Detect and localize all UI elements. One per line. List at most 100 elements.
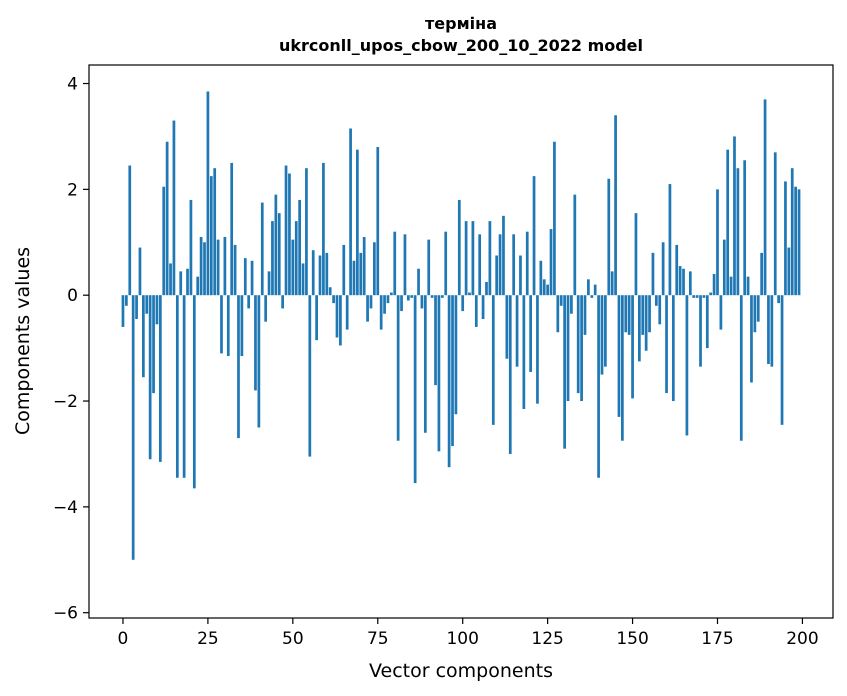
bar bbox=[342, 244, 346, 296]
bar bbox=[638, 295, 641, 362]
bar bbox=[767, 295, 770, 364]
bar bbox=[260, 202, 264, 296]
bar bbox=[614, 115, 617, 296]
bar bbox=[247, 295, 251, 309]
bar bbox=[152, 295, 155, 394]
bar bbox=[570, 295, 573, 314]
bar bbox=[427, 239, 431, 296]
bar bbox=[576, 295, 580, 394]
bar bbox=[580, 295, 583, 402]
bar bbox=[172, 120, 176, 296]
bar bbox=[175, 295, 179, 478]
bar bbox=[434, 295, 437, 386]
bar bbox=[277, 213, 281, 296]
bar bbox=[661, 242, 665, 296]
bar bbox=[383, 295, 386, 314]
bar bbox=[593, 284, 597, 296]
bar bbox=[369, 295, 373, 309]
y-tick-label: 0 bbox=[67, 286, 78, 306]
bar bbox=[770, 295, 774, 367]
bar bbox=[797, 189, 801, 296]
bar bbox=[230, 162, 234, 296]
bar bbox=[308, 295, 312, 457]
bar bbox=[733, 136, 736, 296]
y-tick-label: 4 bbox=[67, 75, 78, 95]
bar bbox=[705, 295, 709, 349]
bar bbox=[182, 295, 186, 478]
bar bbox=[155, 295, 159, 325]
bar bbox=[743, 160, 747, 296]
bar bbox=[512, 234, 516, 296]
bar bbox=[722, 239, 726, 296]
y-axis-ticks: −6 −4 −2 0 2 4 bbox=[53, 75, 89, 624]
bar bbox=[169, 263, 172, 296]
bar bbox=[729, 276, 733, 296]
bar bbox=[192, 295, 196, 489]
bar-series bbox=[121, 91, 801, 560]
bar bbox=[699, 295, 702, 367]
bar bbox=[206, 91, 210, 296]
bar bbox=[158, 295, 162, 462]
bar bbox=[301, 263, 305, 296]
bar bbox=[746, 276, 750, 296]
bar bbox=[553, 141, 556, 296]
bar bbox=[702, 295, 706, 298]
y-tick-label: −4 bbox=[53, 498, 78, 518]
bar bbox=[468, 292, 471, 296]
bar bbox=[440, 295, 444, 298]
bar bbox=[668, 184, 672, 296]
bar bbox=[485, 281, 488, 296]
bar bbox=[461, 295, 465, 312]
bar bbox=[406, 295, 410, 301]
bar bbox=[556, 295, 560, 333]
bar bbox=[237, 295, 240, 439]
bar bbox=[209, 176, 213, 296]
bar bbox=[736, 168, 740, 296]
bar bbox=[536, 295, 539, 404]
bar bbox=[675, 244, 679, 296]
bar bbox=[240, 295, 244, 357]
x-tick-label: 175 bbox=[701, 629, 733, 649]
bar bbox=[478, 234, 482, 296]
bar bbox=[457, 199, 461, 296]
chart-title-line-1: терміна bbox=[425, 14, 497, 33]
bar bbox=[678, 266, 682, 296]
bar bbox=[294, 221, 298, 296]
bar bbox=[356, 149, 359, 296]
bar bbox=[451, 295, 454, 447]
bar bbox=[233, 244, 237, 296]
bar bbox=[162, 186, 166, 296]
bar bbox=[716, 189, 719, 296]
bar bbox=[291, 239, 295, 296]
bar bbox=[131, 295, 135, 560]
bar bbox=[403, 234, 407, 296]
bar bbox=[396, 295, 400, 441]
bar bbox=[515, 295, 519, 367]
bar bbox=[423, 295, 427, 433]
bar bbox=[223, 236, 227, 296]
bar bbox=[491, 295, 495, 425]
x-axis-label: Vector components bbox=[369, 660, 553, 682]
bar bbox=[695, 295, 699, 298]
bar bbox=[359, 252, 363, 296]
bar bbox=[787, 247, 791, 296]
bar bbox=[281, 295, 284, 309]
bar bbox=[474, 295, 478, 327]
bar bbox=[284, 165, 288, 296]
bar bbox=[682, 268, 685, 296]
bar bbox=[529, 295, 532, 372]
bar bbox=[600, 295, 604, 375]
bar bbox=[243, 258, 247, 296]
bar bbox=[145, 295, 149, 314]
bar bbox=[454, 295, 458, 415]
bar bbox=[196, 276, 200, 296]
bar bbox=[709, 292, 713, 296]
bar bbox=[726, 149, 730, 296]
bar bbox=[539, 260, 543, 296]
bar bbox=[373, 242, 376, 296]
bar bbox=[750, 295, 753, 383]
bar bbox=[617, 295, 621, 417]
bar bbox=[121, 295, 125, 327]
bar bbox=[607, 178, 611, 296]
bar bbox=[328, 287, 332, 296]
